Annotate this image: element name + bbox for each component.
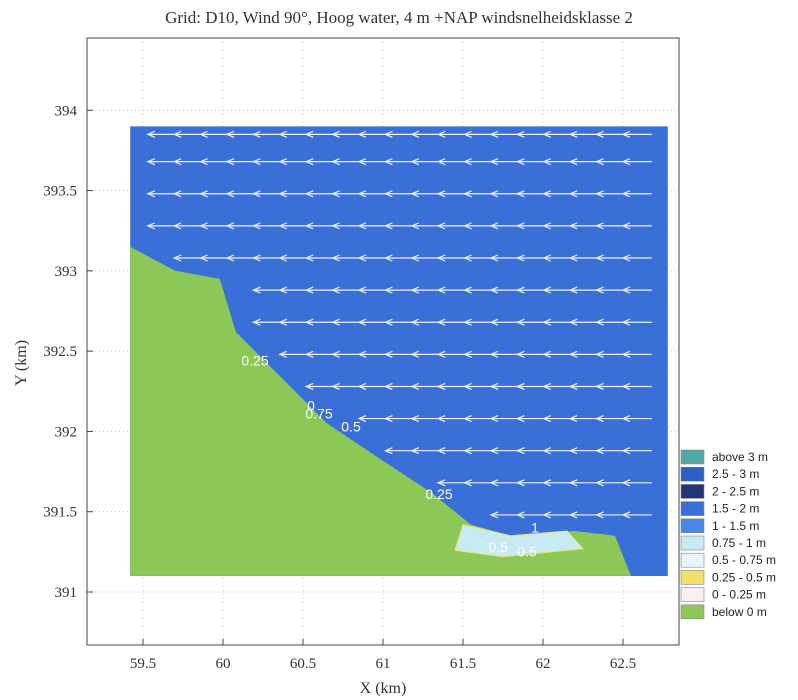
- legend-label: 1.5 - 2 m: [712, 502, 759, 516]
- contour-label: 1: [531, 520, 539, 536]
- y-tick-label: 393: [55, 264, 78, 280]
- wind-arrow: [436, 479, 467, 487]
- legend-swatch: [680, 604, 705, 620]
- x-tick-label: 61: [376, 656, 391, 672]
- legend-swatch: [680, 587, 705, 602]
- legend-swatch: [680, 501, 705, 516]
- x-tick-label: 61.5: [450, 656, 476, 672]
- legend-label: 0.5 - 0.75 m: [712, 553, 776, 567]
- legend: above 3 m 2.5 - 3 m 2 - 2.5 m 1.5 - 2 m 1 - …: [680, 449, 776, 620]
- legend-swatch: [680, 518, 705, 534]
- shallow-zone-area: [454, 524, 585, 558]
- y-tick-label: 392: [55, 424, 78, 440]
- legend-swatch: [680, 552, 705, 568]
- contour-label: 0.75: [305, 406, 332, 422]
- contour-label: 0.25: [425, 486, 452, 502]
- legend-swatch: [680, 449, 705, 465]
- wind-arrow: [251, 286, 283, 294]
- contour-labels: 0.25 00.75 0.5 0.25 1 0.5 0.5: [241, 353, 539, 560]
- chart-title: Grid: D10, Wind 90°, Hoog water, 4 m +NA…: [165, 8, 633, 27]
- contour-label: 0.5: [517, 544, 537, 560]
- wind-arrow: [146, 158, 177, 166]
- x-tick-label: 62: [536, 656, 551, 672]
- x-tick-label: 62.5: [610, 656, 636, 672]
- legend-label: 1 - 1.5 m: [712, 519, 759, 533]
- wind-arrow: [172, 254, 203, 262]
- contour-label: 0.25: [241, 353, 268, 369]
- legend-label: below 0 m: [712, 605, 767, 619]
- y-axis-label: Y (km): [13, 340, 30, 386]
- wind-arrow: [304, 382, 335, 391]
- land-area: [130, 246, 631, 576]
- wind-arrow: [278, 350, 309, 358]
- legend-label: 0.75 - 1 m: [712, 536, 766, 550]
- contour-label: 0.5: [341, 418, 361, 434]
- wind-arrow: [146, 222, 177, 230]
- x-tick-label: 60.5: [290, 656, 316, 672]
- x-tick-label: 59.5: [130, 656, 156, 672]
- y-tick-label: 394: [55, 103, 78, 119]
- contour-label: 0: [307, 398, 315, 414]
- legend-swatch: [680, 466, 705, 482]
- contour-label: 0.5: [488, 539, 508, 555]
- wind-arrow: [146, 190, 177, 198]
- y-tick-label: 391.5: [43, 505, 77, 521]
- y-tick-label: 392.5: [43, 344, 77, 360]
- y-axis-ticks: 391 391.5 392 392.5 393 393.5 394: [43, 103, 93, 601]
- legend-label: 0 - 0.25 m: [712, 588, 766, 602]
- legend-swatch: [680, 484, 705, 499]
- x-tick-label: 60: [216, 656, 231, 672]
- legend-label: above 3 m: [712, 450, 768, 464]
- legend-swatch: [680, 535, 705, 551]
- x-axis-ticks: 59.5 60 60.5 61 61.5 62 62.5: [130, 639, 636, 672]
- wind-arrows: [146, 130, 652, 519]
- x-axis-label: X (km): [360, 680, 407, 697]
- legend-label: 2 - 2.5 m: [712, 484, 759, 498]
- legend-swatch: [680, 570, 705, 585]
- wind-arrow: [251, 318, 283, 326]
- wind-arrow: [146, 130, 177, 138]
- wind-arrow: [383, 447, 415, 455]
- legend-label: 0.25 - 0.5 m: [712, 570, 776, 584]
- wind-arrow: [489, 511, 520, 519]
- y-tick-label: 391: [55, 585, 78, 601]
- y-tick-label: 393.5: [43, 184, 77, 200]
- legend-label: 2.5 - 3 m: [712, 467, 759, 481]
- wind-arrow: [357, 415, 388, 423]
